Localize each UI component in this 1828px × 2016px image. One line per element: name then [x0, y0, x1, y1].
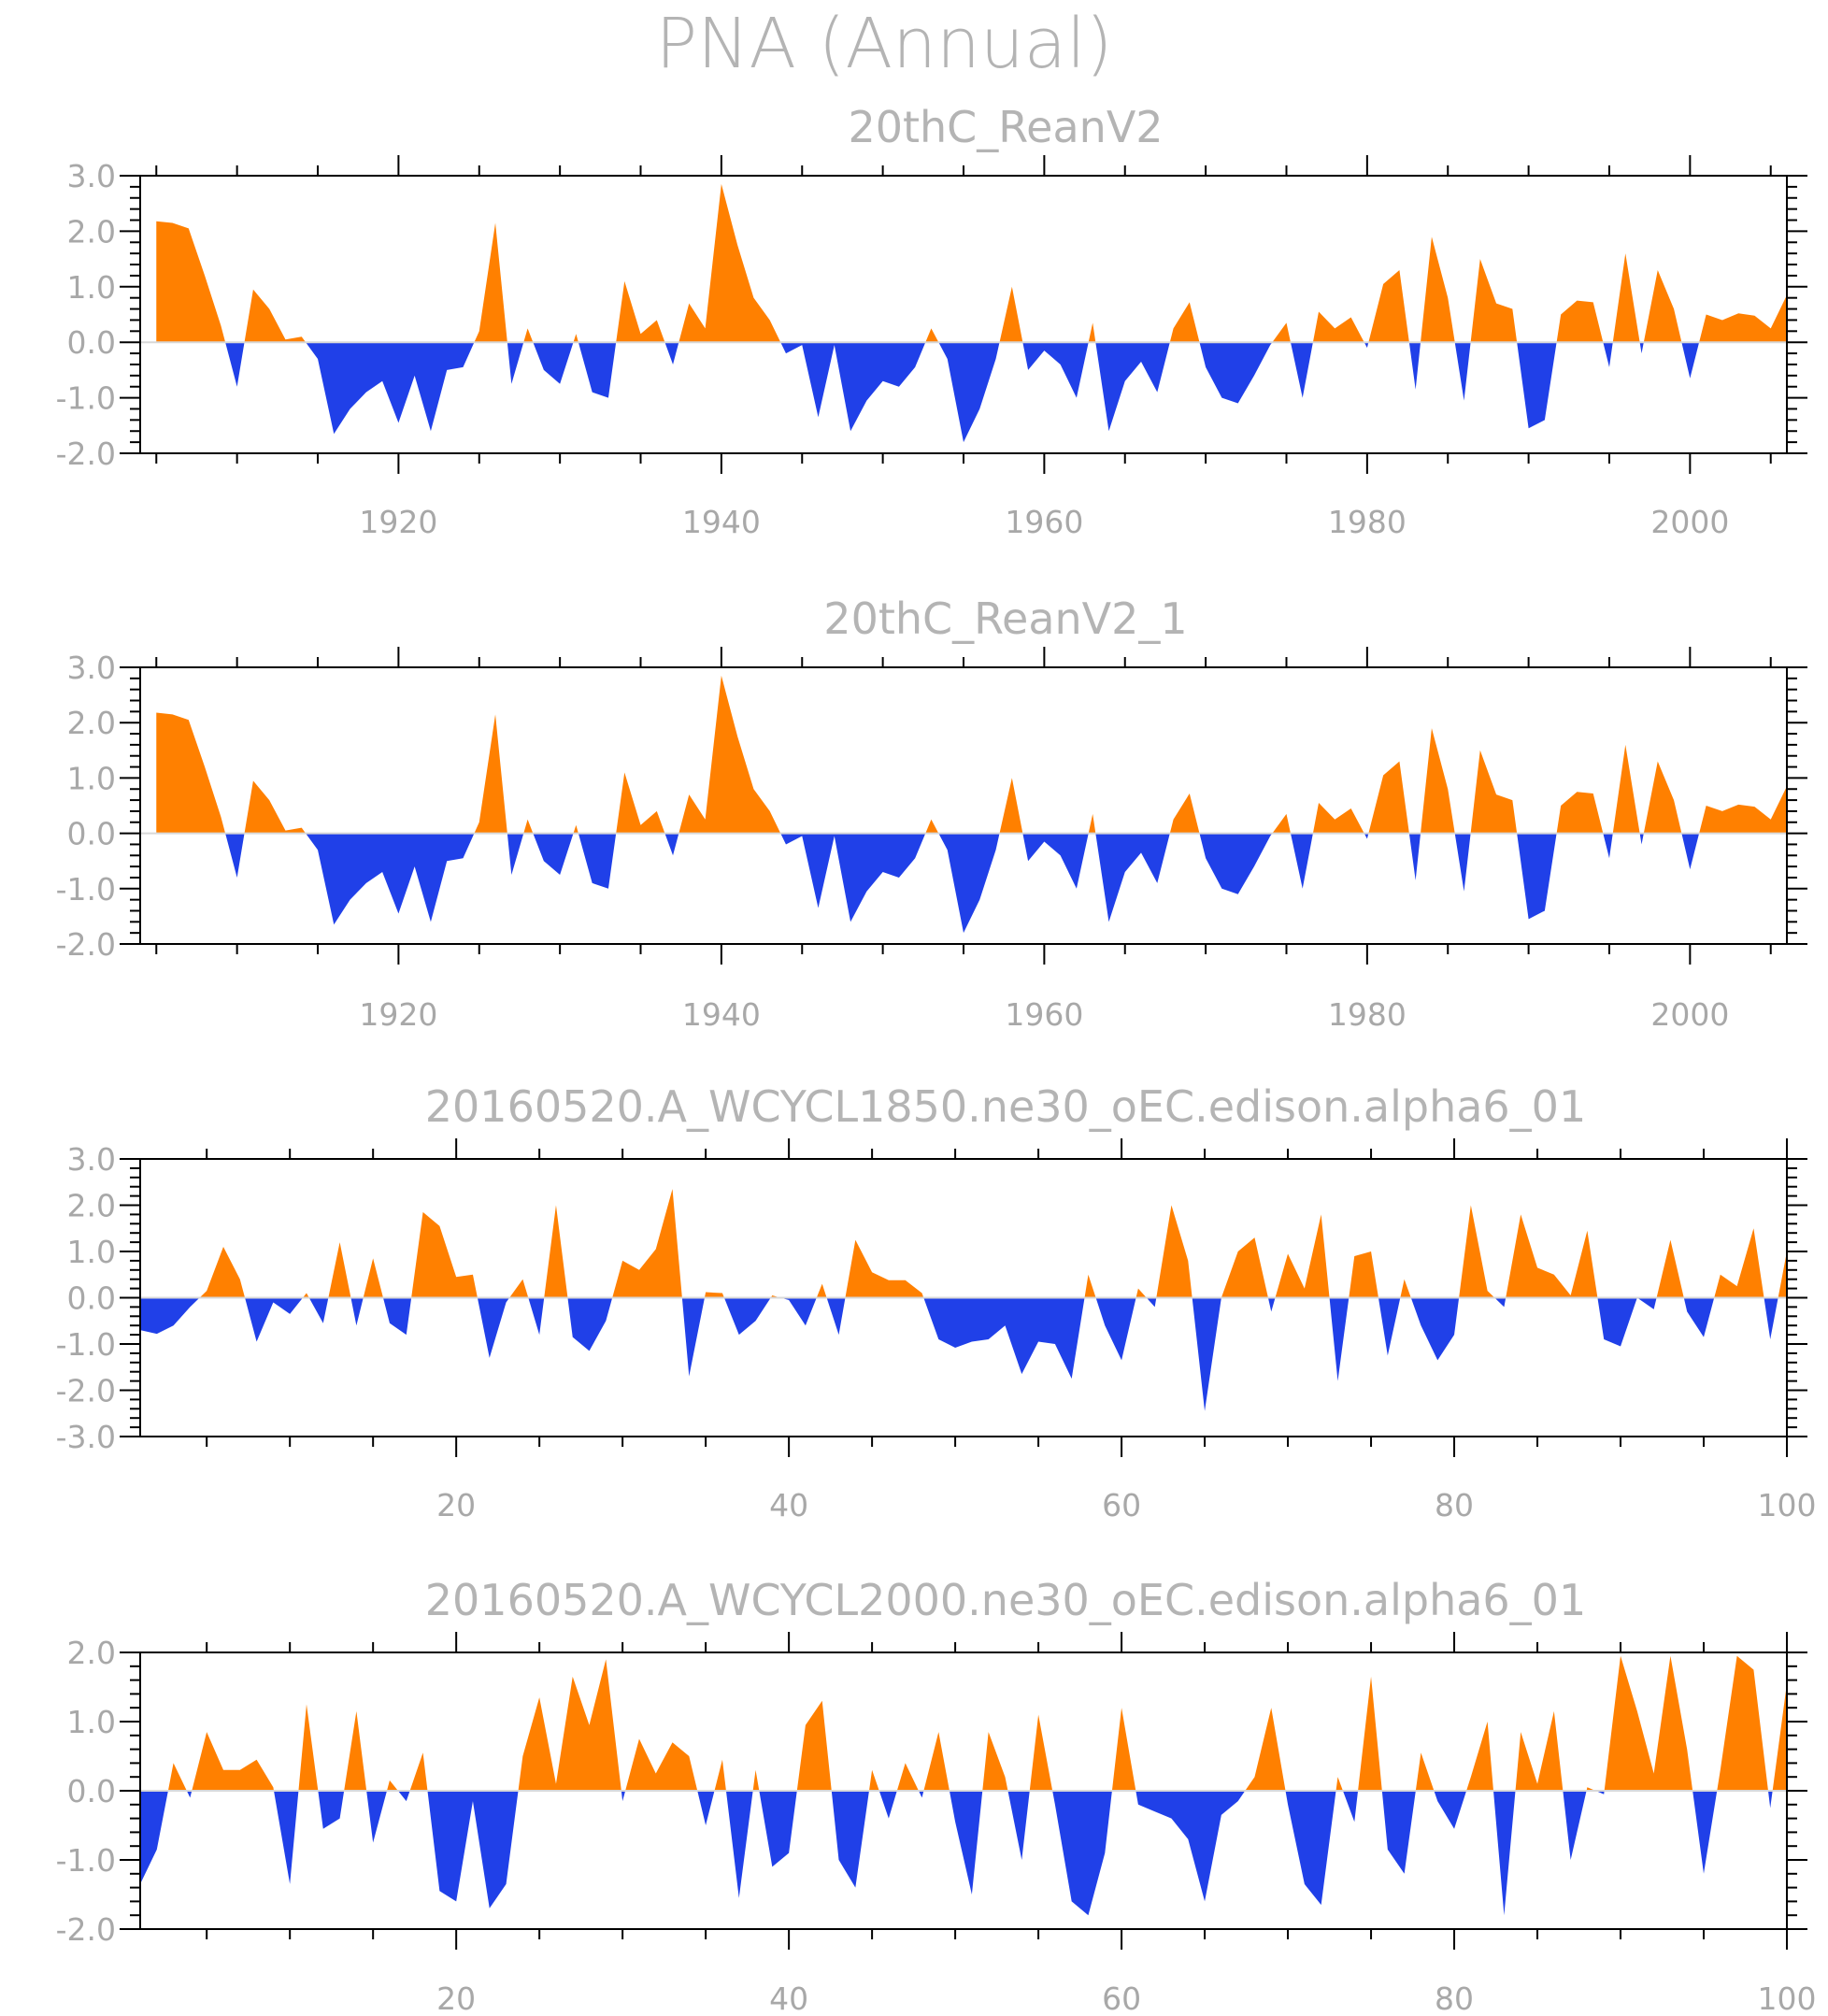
x-tick-label: 2000: [1650, 504, 1729, 540]
positive-area: [156, 183, 1787, 343]
positive-area: [140, 1655, 1787, 1791]
x-tick-label: 1920: [359, 504, 437, 540]
x-tick-label: 1980: [1328, 504, 1407, 540]
y-tick-label: 0.0: [67, 324, 116, 361]
y-tick-label: 2.0: [67, 1635, 116, 1671]
y-tick-label: 1.0: [67, 760, 116, 796]
panel-title: 20thC_ReanV2_1: [823, 593, 1187, 644]
x-tick-label: 20: [436, 1487, 476, 1523]
x-tick-label: 1960: [1005, 996, 1083, 1033]
x-tick-label: 60: [1102, 1980, 1141, 2016]
positive-area: [156, 675, 1787, 834]
y-tick-label: 3.0: [67, 158, 116, 194]
panel-title: 20160520.A_WCYCL2000.ne30_oEC.edison.alp…: [425, 1575, 1586, 1625]
y-tick-label: 2.0: [67, 213, 116, 250]
y-tick-label: -2.0: [56, 926, 116, 963]
figure-title: PNA (Annual): [655, 4, 1112, 84]
y-tick-label: 0.0: [67, 1773, 116, 1809]
panel-title: 20160520.A_WCYCL1850.ne30_oEC.edison.alp…: [425, 1081, 1586, 1132]
x-tick-label: 40: [769, 1487, 808, 1523]
negative-area: [140, 1297, 1787, 1411]
x-tick-label: 60: [1102, 1487, 1141, 1523]
y-tick-label: 1.0: [67, 1704, 116, 1740]
x-tick-label: 1940: [682, 996, 761, 1033]
x-tick-label: 2000: [1650, 996, 1729, 1033]
x-tick-label: 80: [1435, 1980, 1474, 2016]
y-tick-label: 0.0: [67, 816, 116, 852]
y-tick-label: 3.0: [67, 650, 116, 686]
negative-area: [140, 1791, 1787, 1916]
chart-panel-4: 20160520.A_WCYCL2000.ne30_oEC.edison.alp…: [56, 1575, 1817, 2016]
x-tick-label: 100: [1758, 1487, 1817, 1523]
y-tick-label: 0.0: [67, 1280, 116, 1317]
x-tick-label: 40: [769, 1980, 808, 2016]
chart-panel-1: 20thC_ReanV2 -2.0 -1.0 0.0 1.0 2.0 3.0 1920 1940…: [56, 102, 1807, 540]
y-tick-label: -3.0: [56, 1419, 116, 1455]
y-tick-label: 2.0: [67, 705, 116, 741]
y-tick-label: 2.0: [67, 1188, 116, 1224]
y-tick-label: 3.0: [67, 1141, 116, 1178]
y-tick-label: -2.0: [56, 436, 116, 472]
y-tick-label: -2.0: [56, 1911, 116, 1948]
y-tick-label: -1.0: [56, 380, 116, 417]
y-tick-label: 1.0: [67, 1234, 116, 1270]
negative-area: [156, 833, 1787, 934]
negative-area: [225, 342, 1700, 443]
chart-panel-2: 20thC_ReanV2_1 -2.0 -1.0 0.0 1.0 2.0 3.0 1920 19…: [56, 593, 1807, 1033]
x-tick-label: 1960: [1005, 504, 1083, 540]
y-tick-label: -1.0: [56, 1326, 116, 1363]
panel-title: 20thC_ReanV2: [848, 102, 1163, 152]
x-tick-label: 1920: [359, 996, 437, 1033]
x-tick-label: 20: [436, 1980, 476, 2016]
y-tick-label: -2.0: [56, 1373, 116, 1409]
x-tick-label: 1980: [1328, 996, 1407, 1033]
x-tick-label: 1940: [682, 504, 761, 540]
panels: 20thC_ReanV2 -2.0 -1.0 0.0 1.0 2.0 3.0 1920 1940…: [56, 102, 1817, 2016]
y-tick-label: -1.0: [56, 1842, 116, 1879]
chart-panel-3: 20160520.A_WCYCL1850.ne30_oEC.edison.alp…: [56, 1081, 1817, 1523]
y-tick-label: 1.0: [67, 269, 116, 306]
x-tick-label: 80: [1435, 1487, 1474, 1523]
positive-area: [140, 1189, 1787, 1298]
x-tick-label: 100: [1758, 1980, 1817, 2016]
y-tick-label: -1.0: [56, 871, 116, 908]
